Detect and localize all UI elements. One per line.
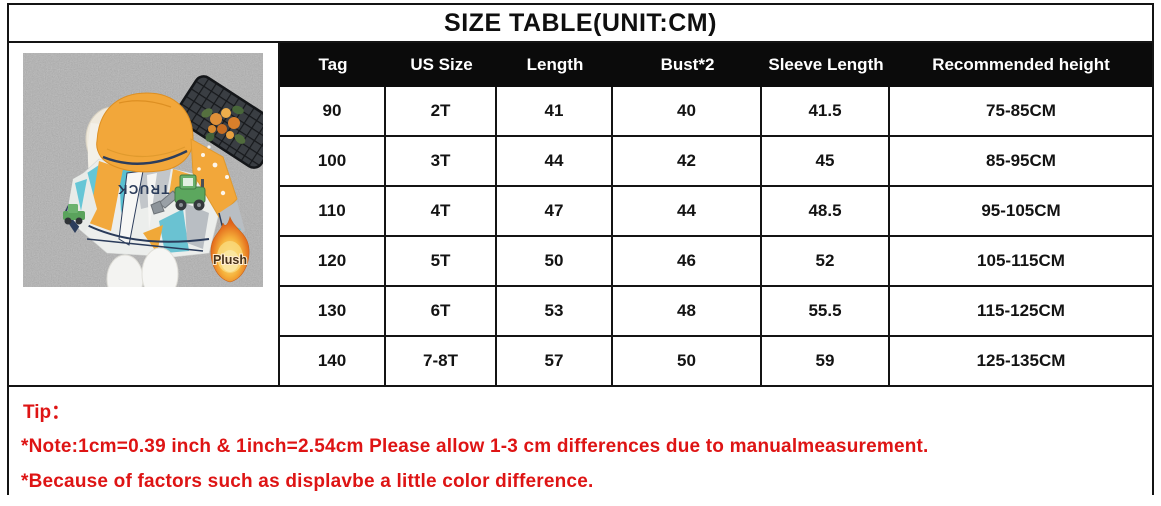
cell-sleeve-length: 55.5: [762, 287, 890, 335]
cell-length: 47: [497, 187, 613, 235]
column-header-us-size: US Size: [410, 55, 473, 74]
cell-tag: 130: [280, 287, 386, 335]
cell-recommended-height: 115-125CM: [977, 301, 1065, 320]
tips-section: Tip： *Note:1cm=0.39 inch & 1inch=2.54cm …: [9, 387, 1152, 506]
flower-basket-illustration: [174, 75, 263, 169]
column-header-length: Length: [526, 55, 584, 74]
table-header-row: Tag US Size Length Bust*2 Sleeve Length …: [280, 43, 1152, 87]
table-row: 120 5T 50 46 52 105-115CM: [280, 237, 1152, 287]
cell-length: 57: [497, 337, 613, 385]
cell-tag: 140: [280, 337, 386, 385]
plush-badge: Plush: [210, 215, 250, 283]
cell-tag: 110: [280, 187, 386, 235]
shoes-illustration: [106, 247, 179, 287]
tip-note-measurement: *Note:1cm=0.39 inch & 1inch=2.54cm Pleas…: [21, 436, 929, 457]
column-header-bust: Bust*2: [660, 55, 715, 74]
plush-badge-label: Plush: [213, 253, 247, 267]
table-row: 100 3T 44 42 45 85-95CM: [280, 137, 1152, 187]
speckle-dots: [197, 145, 229, 196]
table-row: 110 4T 47 44 48.5 95-105CM: [280, 187, 1152, 237]
cell-us-size: 5T: [386, 237, 497, 285]
column-header-tag: Tag: [318, 55, 348, 74]
table-row: 90 2T 41 40 41.5 75-85CM: [280, 87, 1152, 137]
cell-us-size: 7-8T: [386, 337, 497, 385]
cell-us-size: 2T: [386, 87, 497, 135]
cell-recommended-height: 125-135CM: [976, 351, 1066, 370]
cell-bust: 44: [613, 187, 762, 235]
column-header-sleeve-length: Sleeve Length: [768, 55, 884, 74]
table-body: 90 2T 41 40 41.5 75-85CM 100 3T 44 42 45…: [280, 87, 1152, 385]
cell-length: 41: [497, 87, 613, 135]
cell-tag: 90: [280, 87, 386, 135]
product-photo-panel: TRUCK: [9, 43, 280, 385]
cell-bust: 48: [613, 287, 762, 335]
cell-length: 53: [497, 287, 613, 335]
column-header-recommended-height: Recommended height: [932, 55, 1110, 74]
cell-bust: 46: [613, 237, 762, 285]
cell-bust: 40: [613, 87, 762, 135]
cell-length: 50: [497, 237, 613, 285]
cell-sleeve-length: 45: [762, 137, 890, 185]
cell-recommended-height: 85-95CM: [986, 151, 1056, 170]
cell-bust: 42: [613, 137, 762, 185]
truck-text: TRUCK: [117, 182, 170, 197]
cell-tag: 120: [280, 237, 386, 285]
cell-us-size: 3T: [386, 137, 497, 185]
tip-note-color: *Because of factors such as displavbe a …: [21, 471, 594, 492]
page-title: SIZE TABLE(UNIT:CM): [9, 5, 1152, 43]
cell-us-size: 6T: [386, 287, 497, 335]
cell-sleeve-length: 52: [762, 237, 890, 285]
cell-recommended-height: 75-85CM: [986, 101, 1056, 120]
cell-tag: 100: [280, 137, 386, 185]
cell-sleeve-length: 59: [762, 337, 890, 385]
cell-recommended-height: 105-115CM: [977, 251, 1065, 270]
cell-us-size: 4T: [386, 187, 497, 235]
table-row: 130 6T 53 48 55.5 115-125CM: [280, 287, 1152, 337]
product-photo-illustration: TRUCK: [23, 53, 263, 287]
cell-length: 44: [497, 137, 613, 185]
toy-car-icon: [63, 204, 85, 225]
content-row: TRUCK: [9, 43, 1152, 387]
cell-bust: 50: [613, 337, 762, 385]
cell-sleeve-length: 48.5: [762, 187, 890, 235]
size-table: Tag US Size Length Bust*2 Sleeve Length …: [280, 43, 1152, 385]
table-row: 140 7-8T 57 50 59 125-135CM: [280, 337, 1152, 385]
cell-recommended-height: 95-105CM: [981, 201, 1061, 220]
cell-sleeve-length: 41.5: [762, 87, 890, 135]
flowers-icon: [201, 105, 246, 144]
tip-heading: Tip：: [23, 402, 71, 423]
size-chart-card: SIZE TABLE(UNIT:CM): [7, 3, 1154, 506]
excavator-icon: [150, 174, 206, 215]
jacket-illustration: TRUCK: [63, 92, 245, 258]
